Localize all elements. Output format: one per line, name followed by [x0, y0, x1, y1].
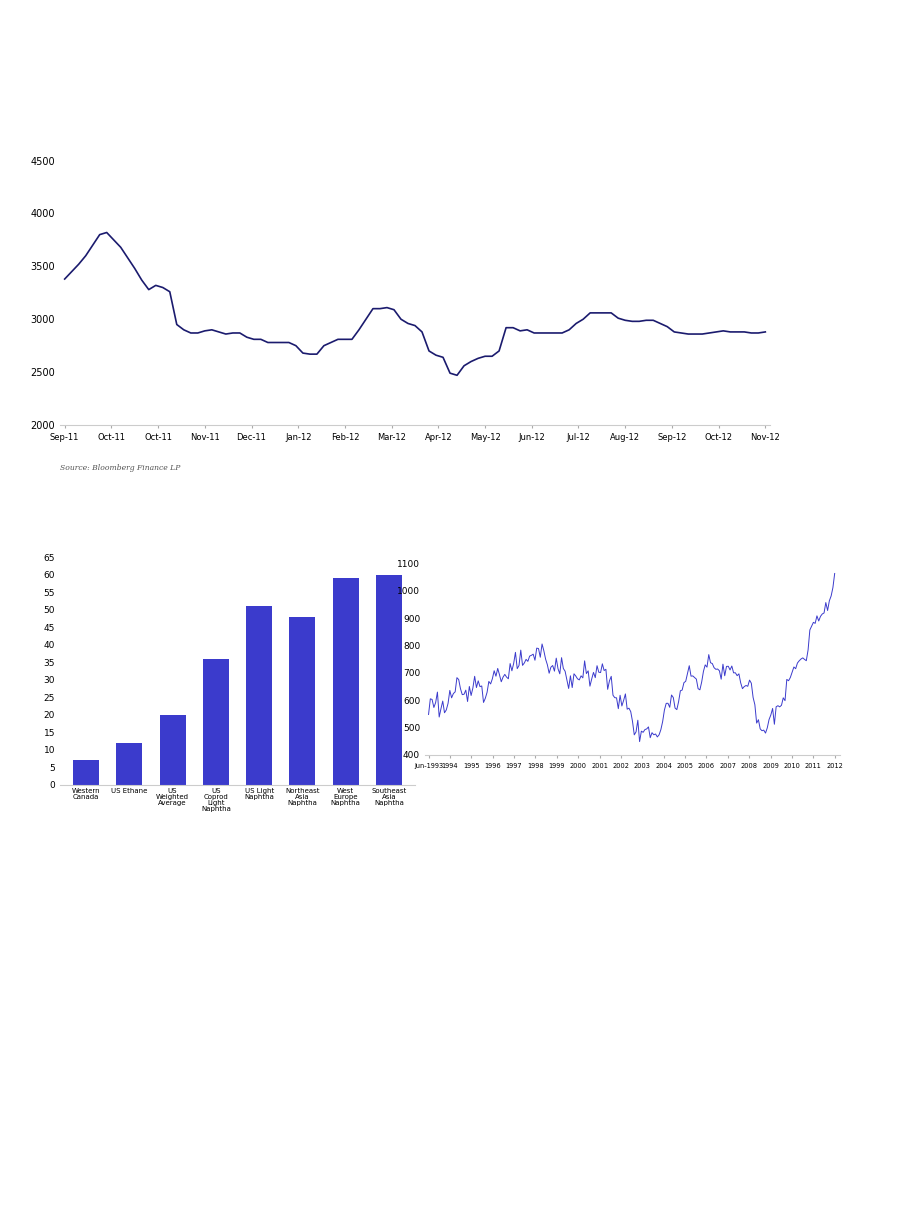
- Bar: [246, 606, 272, 785]
- Bar: [289, 617, 315, 785]
- Bar: [333, 578, 358, 785]
- Bar: [116, 743, 142, 785]
- Text: since 2005 (’000 of bpd): since 2005 (’000 of bpd): [429, 536, 558, 546]
- Text: Figure 7: Figure 8: China Acetic Acid Spot Prices (CNY/ton): Figure 7: Figure 8: China Acetic Acid Sp…: [65, 136, 380, 146]
- Text: Source: Bloomberg Finance LP: Source: Bloomberg Finance LP: [60, 464, 180, 471]
- Text: advantaged vs other regions (c/lb): advantaged vs other regions (c/lb): [64, 536, 244, 546]
- Bar: [159, 715, 186, 785]
- Bar: [203, 659, 229, 785]
- Bar: [73, 760, 99, 785]
- Bar: [376, 574, 402, 785]
